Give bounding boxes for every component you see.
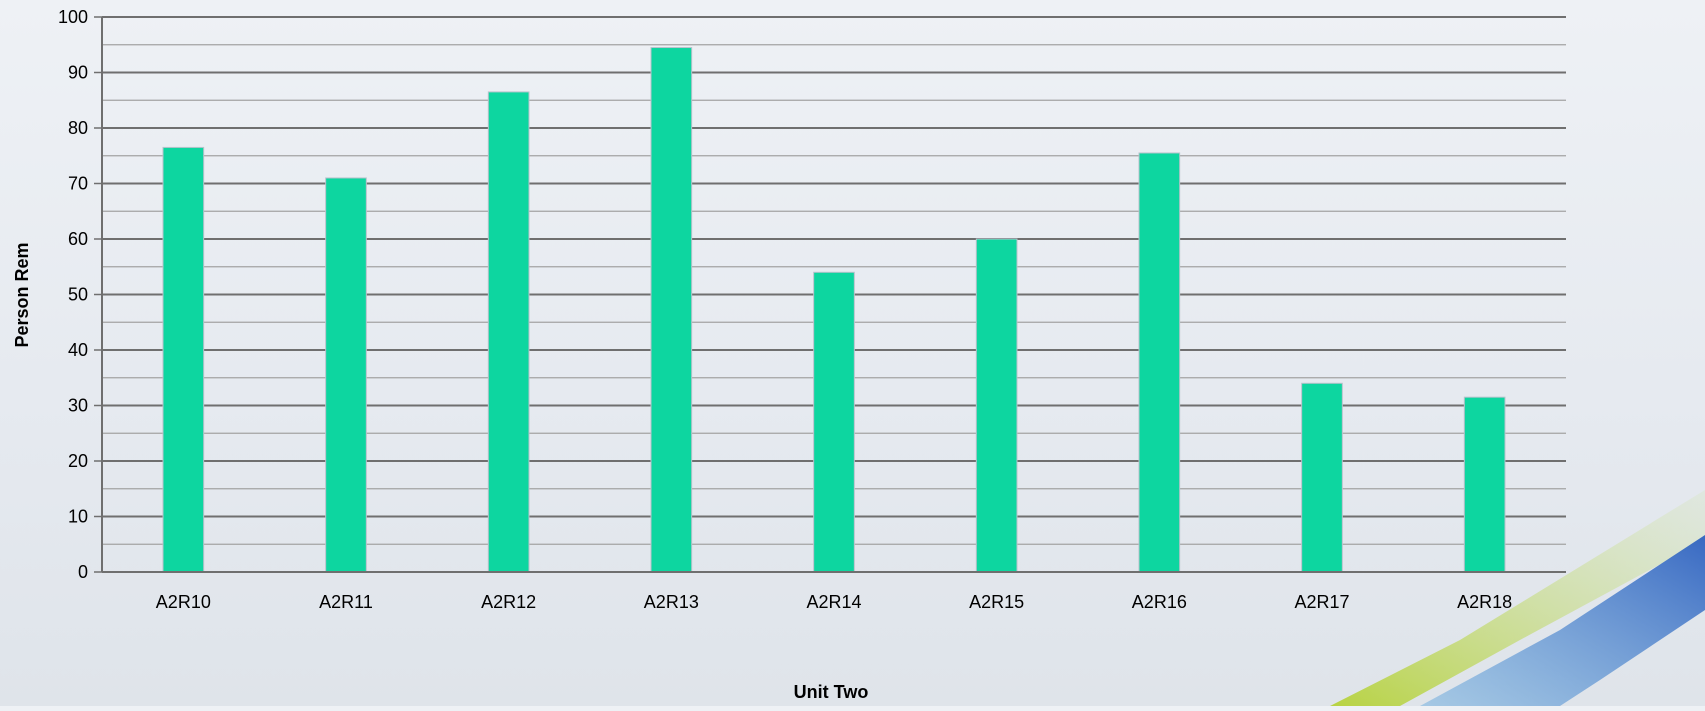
y-axis-title: Person Rem [12,242,32,347]
bar-a2r16 [1138,152,1181,573]
background-decoration [1330,490,1705,706]
bar-a2r17 [1301,382,1343,573]
bar-a2r13 [650,47,693,573]
bar-a2r14 [813,271,855,573]
x-tick-label: A2R15 [969,592,1024,612]
bar-a2r15 [975,238,1018,573]
y-tick-label: 40 [68,340,88,360]
bar-a2r12 [487,91,530,573]
x-tick-label: A2R13 [644,592,699,612]
axes [94,16,1566,573]
blue-swoosh [1420,535,1705,706]
x-tick-label: A2R14 [806,592,861,612]
y-tick-label: 10 [68,507,88,527]
x-tick-label: A2R11 [319,592,373,612]
x-tick-label: A2R12 [481,592,536,612]
y-tick-label: 60 [68,229,88,249]
x-tick-label: A2R18 [1457,592,1512,612]
bar-a2r11 [325,177,367,573]
bar-a2r10 [162,146,205,573]
x-axis-title: Unit Two [794,682,869,702]
x-tick-label: A2R17 [1294,592,1349,612]
bar-a2r18 [1463,396,1506,573]
y-tick-label: 30 [68,396,88,416]
tick-labels: 0 10 20 30 40 50 60 70 80 90 100 A2R10 A2R11 A2R12 A2R… [58,7,1512,612]
y-tick-label: 20 [68,451,88,471]
x-tick-label: A2R16 [1132,592,1187,612]
y-tick-label: 90 [68,63,88,83]
y-tick-label: 70 [68,174,88,194]
bars [162,47,1506,573]
x-tick-label: A2R10 [156,592,211,612]
y-tick-label: 50 [68,285,88,305]
y-tick-label: 100 [58,7,88,27]
y-tick-label: 0 [78,562,88,582]
y-tick-label: 80 [68,118,88,138]
